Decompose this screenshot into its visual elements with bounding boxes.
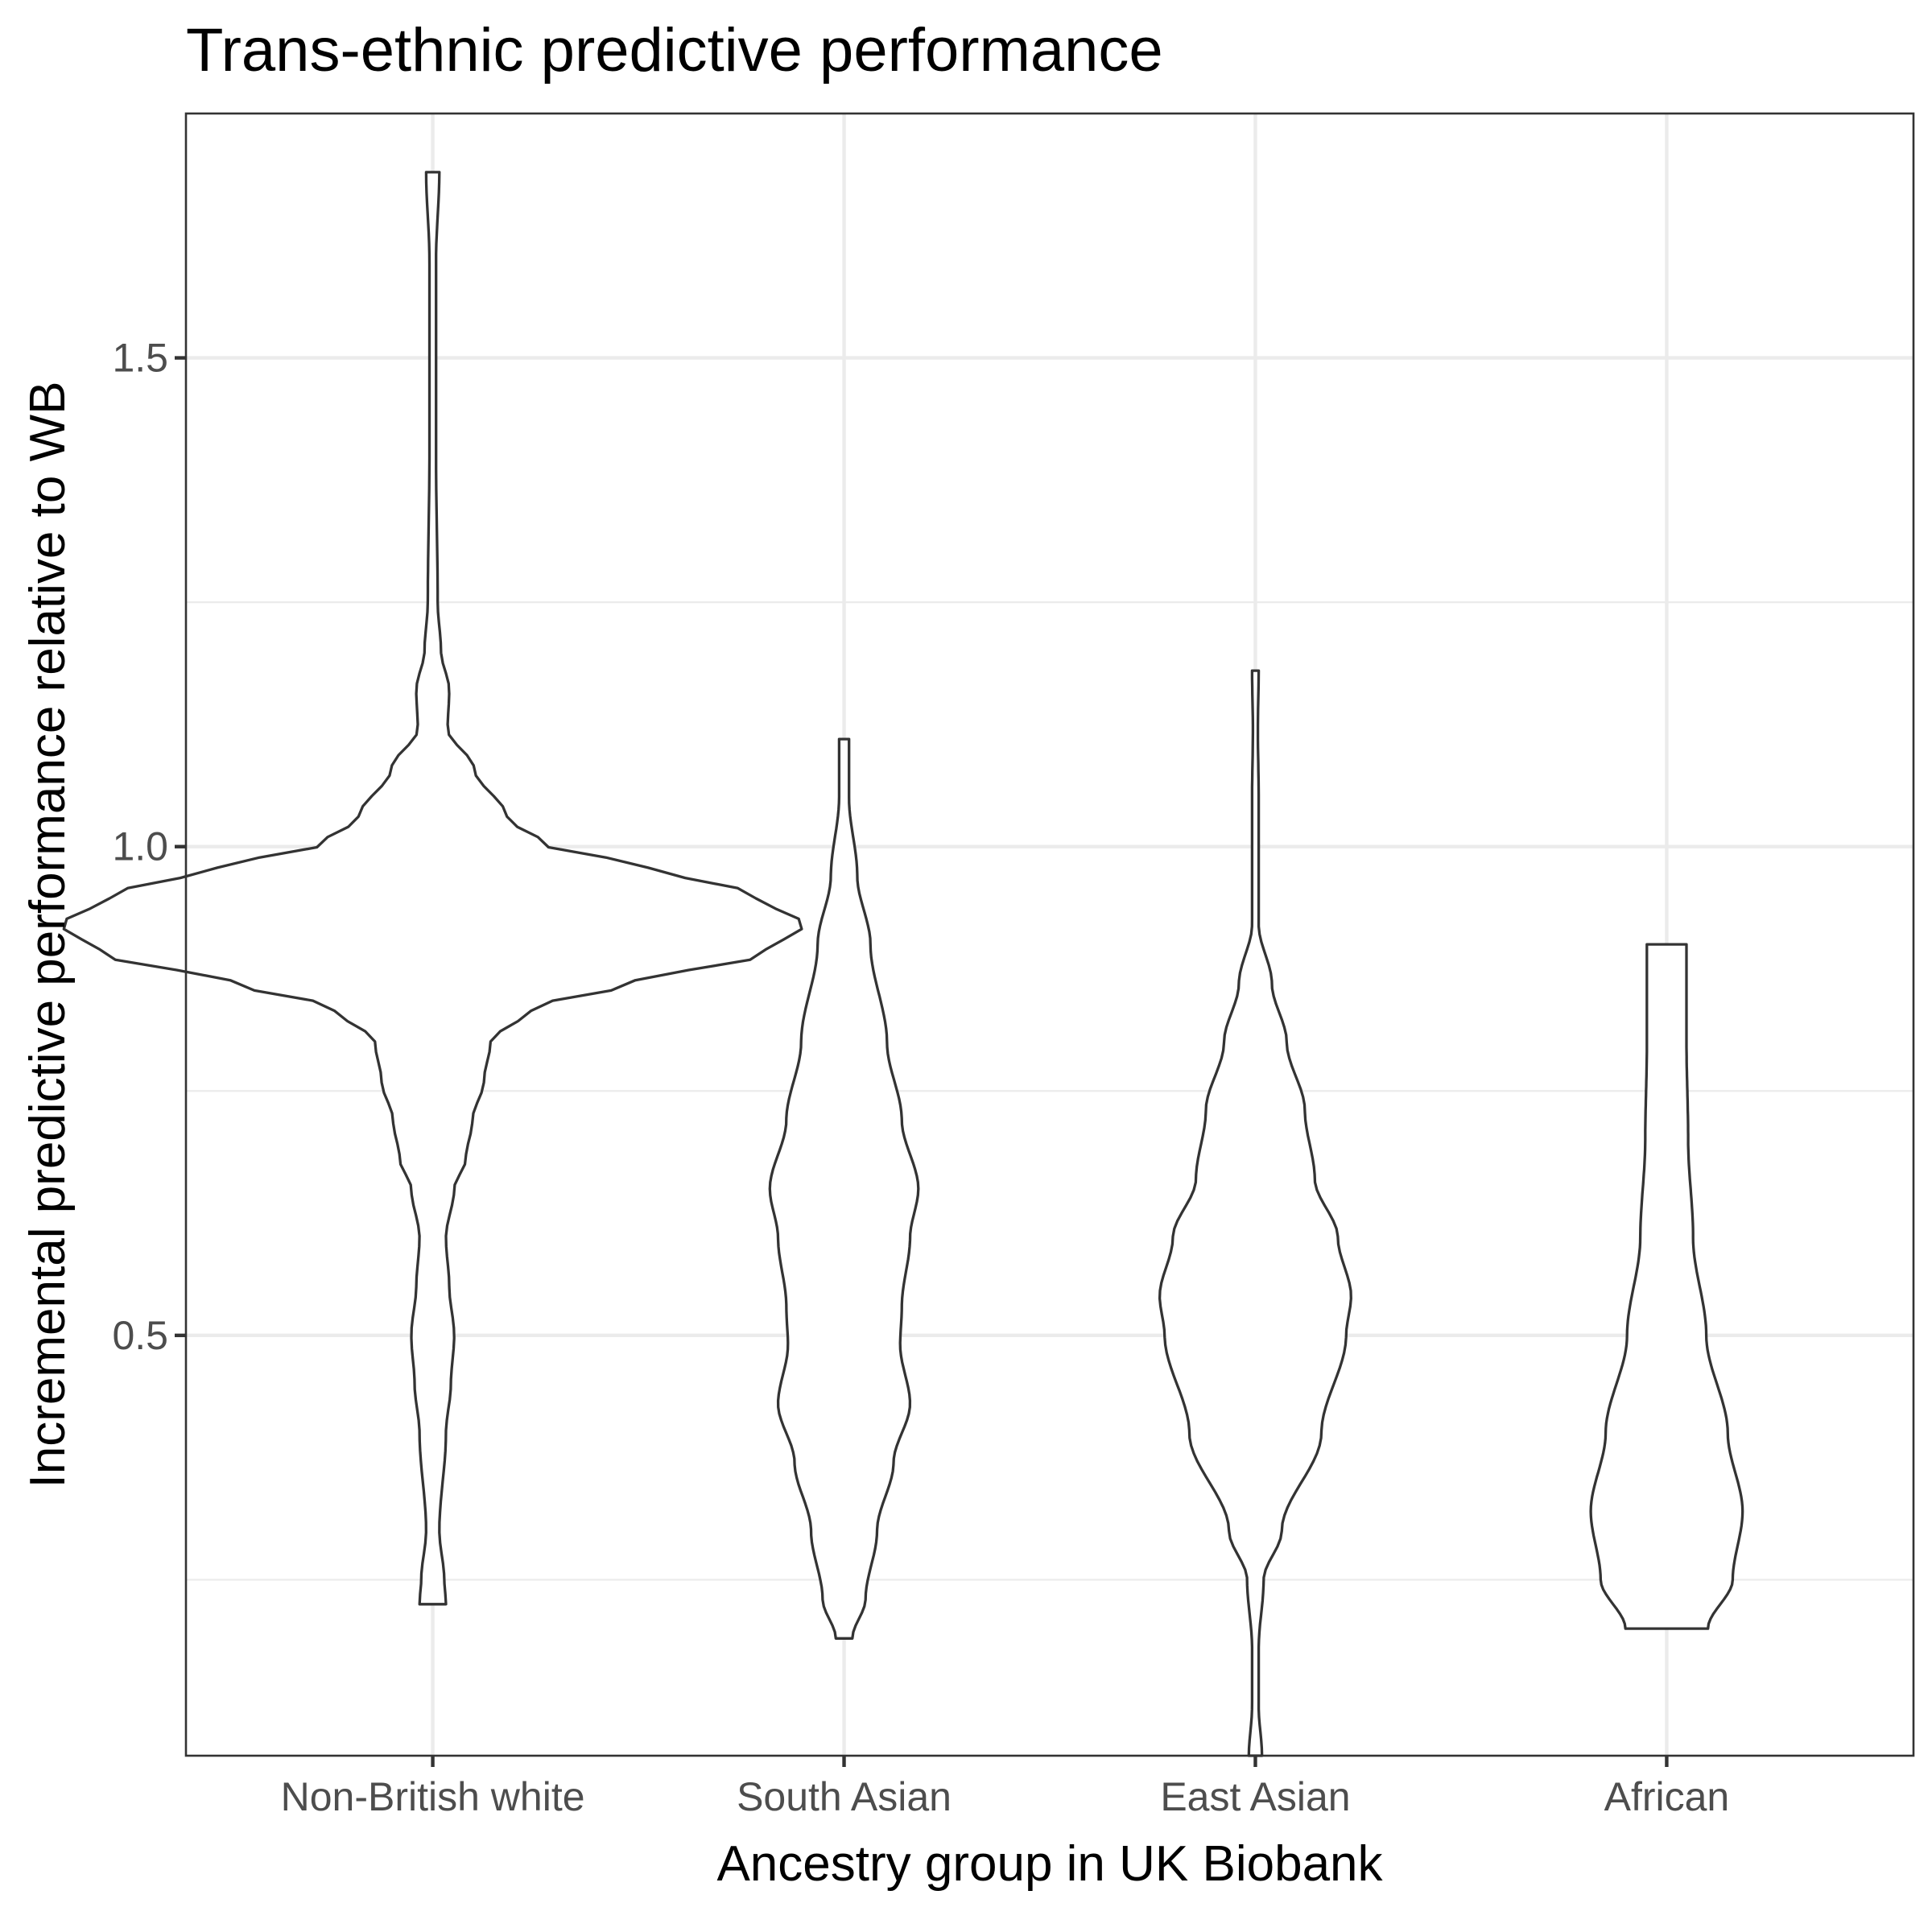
violins bbox=[62, 171, 1744, 1757]
panel-border bbox=[184, 112, 1915, 1757]
x-tick-label: Non-British white bbox=[281, 1774, 585, 1819]
x-tick-label: South Asian bbox=[737, 1774, 952, 1819]
violin-east-asian bbox=[1158, 669, 1352, 1757]
y-tick-label: 1.0 bbox=[112, 824, 168, 869]
violin-south-asian bbox=[768, 737, 920, 1640]
x-tick-label: East Asian bbox=[1160, 1774, 1350, 1819]
y-tick-label: 0.5 bbox=[112, 1313, 168, 1358]
x-tick-label: African bbox=[1604, 1774, 1730, 1819]
y-axis-title: Incremental predictive performance relat… bbox=[20, 382, 76, 1488]
violin-non-british-white bbox=[62, 171, 803, 1606]
axes: 0.5 1.0 1.5 Non-British white South Asian Eas… bbox=[112, 336, 1729, 1819]
violin-african bbox=[1589, 943, 1744, 1630]
y-tick-label: 1.5 bbox=[112, 336, 168, 381]
chart-title: Trans-ethnic predictive performance bbox=[186, 16, 1163, 85]
x-axis-title: Ancestry group in UK Biobank bbox=[716, 1836, 1383, 1892]
